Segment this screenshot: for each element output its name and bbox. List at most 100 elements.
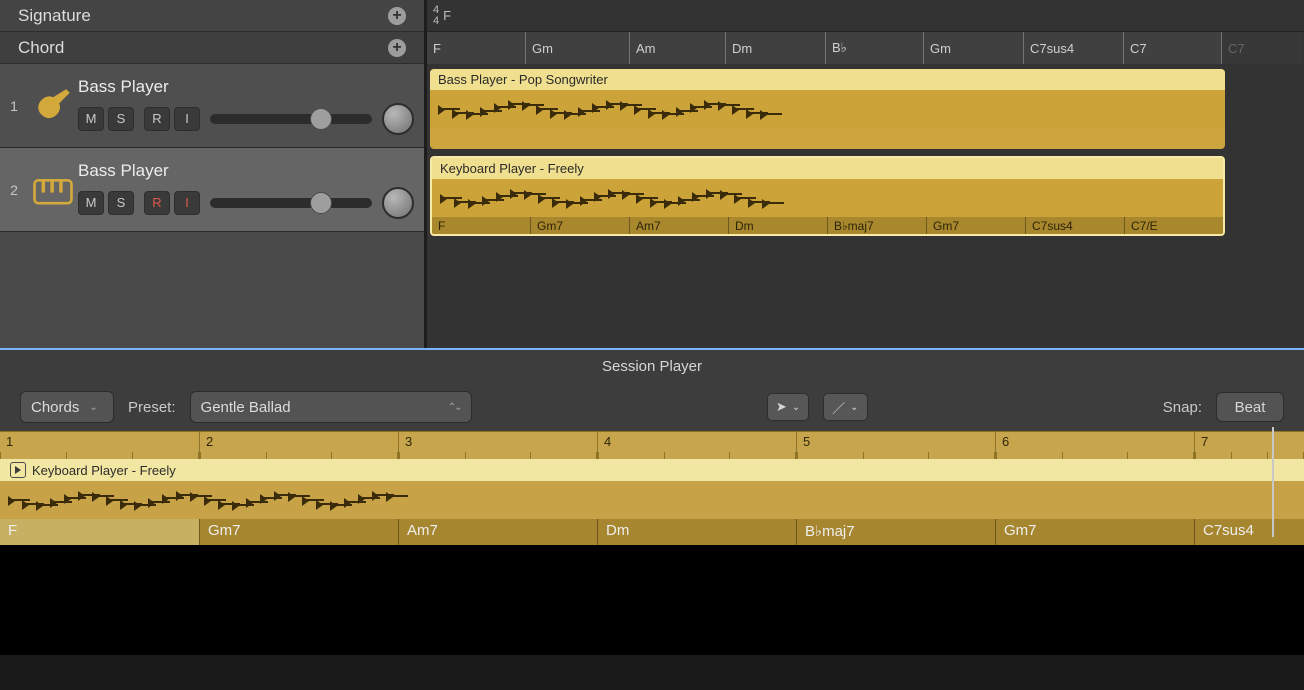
editor-chord-cell[interactable]: C7sus4 [1194,519,1304,545]
chord-ruler[interactable]: FGmAmDmB♭GmC7sus4C7C7 [427,32,1304,64]
note-glyph [610,188,616,198]
region-wave [430,90,1225,128]
mute-button[interactable]: M [78,107,104,131]
region-keyboard-player[interactable]: Keyboard Player - Freely FGm7Am7DmB♭maj7… [430,156,1225,236]
record-button[interactable]: R [144,107,170,131]
view-dropdown[interactable]: Chords ⌄ [20,391,114,423]
note-glyph [496,102,502,112]
note-glyph [248,497,254,507]
track-row[interactable]: 1 Bass Player M S R I [0,64,424,148]
note-glyph [482,106,488,116]
volume-thumb[interactable] [310,192,332,214]
solo-button[interactable]: S [108,191,134,215]
arrange-area[interactable]: 4 4 F FGmAmDmB♭GmC7sus4C7C7 Bass Player … [427,0,1304,348]
editor-chord-cell[interactable]: F [0,519,199,545]
bar-ruler-cell[interactable]: 3 [398,432,597,459]
chord-ruler-cell[interactable]: Gm [525,32,629,64]
region-wave [432,179,1223,217]
session-player-panel: Session Player Chords ⌄ Preset: Gentle B… [0,350,1304,655]
note-glyph [52,497,58,507]
note-glyph [568,198,574,208]
editor-chord-cell[interactable]: Am7 [398,519,597,545]
snap-dropdown[interactable]: Beat [1216,392,1284,422]
session-editor[interactable]: 1234567 Keyboard Player - Freely FGm7Am7… [0,431,1304,545]
chord-ruler-cell[interactable]: Am [629,32,725,64]
pointer-tool-button[interactable]: ➤ ⌄ [767,393,809,421]
editor-region[interactable]: Keyboard Player - Freely FGm7Am7DmB♭maj7… [0,459,1304,545]
chord-ruler-cell[interactable]: C7sus4 [1023,32,1123,64]
note-glyph [722,189,728,199]
pan-knob[interactable] [382,187,414,219]
region-bass-player[interactable]: Bass Player - Pop Songwriter [430,69,1225,149]
add-signature-button[interactable]: + [388,7,406,25]
chord-ruler-cell[interactable]: B♭ [825,32,923,64]
note-glyph [470,198,476,208]
note-glyph [304,495,310,505]
note-glyph [624,189,630,199]
note-glyph [694,191,700,201]
bar-ruler-cell[interactable]: 4 [597,432,796,459]
bar-ruler-cell[interactable]: 6 [995,432,1194,459]
solo-button[interactable]: S [108,107,134,131]
play-icon[interactable] [10,462,26,478]
timesig-den: 4 [433,16,439,27]
note-glyph [94,491,100,501]
view-dropdown-label: Chords [31,399,79,416]
preset-dropdown[interactable]: Gentle Ballad ⌃⌄ [190,391,472,423]
chord-ruler-cell[interactable]: F [427,32,525,64]
bar-ruler[interactable]: 1234567 [0,431,1304,459]
volume-thumb[interactable] [310,108,332,130]
editor-chord-cell[interactable]: Dm [597,519,796,545]
timesig-key: F [443,8,451,23]
pencil-tool-button[interactable]: ／ ⌄ [823,393,867,421]
bar-ruler-cell[interactable]: 2 [199,432,398,459]
guitar-icon [28,81,78,131]
pan-knob[interactable] [382,103,414,135]
note-glyph [566,109,572,119]
note-glyph [346,497,352,507]
chord-ruler-cell[interactable]: C7 [1123,32,1221,64]
volume-slider[interactable] [210,114,372,124]
editor-region-chords[interactable]: FGm7Am7DmB♭maj7Gm7C7sus4 [0,519,1304,545]
region-chord-cell: C7sus4 [1025,217,1124,236]
region-chord-cell: B♭maj7 [827,217,926,236]
pointer-icon: ➤ [776,399,787,415]
chord-ruler-cell[interactable]: C7 [1221,32,1303,64]
note-glyph [554,197,560,207]
input-monitor-button[interactable]: I [174,107,200,131]
editor-chord-cell[interactable]: Gm7 [995,519,1194,545]
editor-chord-cell[interactable]: B♭maj7 [796,519,995,545]
input-monitor-button[interactable]: I [174,191,200,215]
snap-value: Beat [1235,399,1266,416]
note-glyph [150,497,156,507]
region-chord-track: FGm7Am7DmB♭maj7Gm7C7sus4C7/E [432,217,1223,236]
track-list-panel: Signature + Chord + 1 Bass Player M S R … [0,0,427,348]
track-index: 1 [0,98,28,114]
note-glyph [206,495,212,505]
piano-icon [28,165,78,215]
note-glyph [540,193,546,203]
bar-ruler-cell[interactable]: 1 [0,432,199,459]
track-row[interactable]: 2 Bass Player M S R I [0,148,424,232]
note-glyph [748,108,754,118]
bar-ruler-cell[interactable]: 7 [1194,432,1304,459]
signature-header: Signature + [0,0,424,32]
chord-ruler-cell[interactable]: Dm [725,32,825,64]
chevron-down-icon: ⌄ [850,402,858,413]
mute-button[interactable]: M [78,191,104,215]
note-glyph [678,106,684,116]
record-button[interactable]: R [144,191,170,215]
note-glyph [636,104,642,114]
chord-ruler-cell[interactable]: Gm [923,32,1023,64]
note-glyph [484,195,490,205]
bar-ruler-cell[interactable]: 5 [796,432,995,459]
note-glyph [734,104,740,114]
note-glyph [456,197,462,207]
add-chord-button[interactable]: + [388,39,406,57]
region-chord-cell: Dm [728,217,827,236]
note-glyph [692,102,698,112]
session-player-title: Session Player [0,350,1304,387]
editor-chord-cell[interactable]: Gm7 [199,519,398,545]
region-chord-cell: Gm7 [926,217,1025,236]
volume-slider[interactable] [210,198,372,208]
